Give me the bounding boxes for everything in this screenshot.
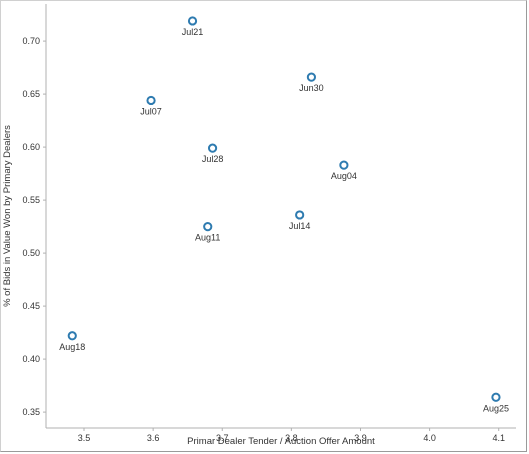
x-tick-label: 3.7	[216, 433, 229, 443]
data-point	[339, 160, 349, 170]
point-label: Jul07	[140, 106, 162, 116]
y-tick-label: 0.70	[22, 36, 40, 46]
x-tick-label: 3.6	[147, 433, 160, 443]
y-tick-label: 0.60	[22, 142, 40, 152]
data-point	[295, 210, 305, 220]
point-label: Jun30	[299, 83, 324, 93]
point-label: Aug11	[195, 233, 220, 243]
x-axis-title: Primar Dealer Tender / Auction Offer Amo…	[187, 436, 375, 447]
point-label: Aug18	[59, 342, 85, 352]
x-tick-label: 3.8	[285, 433, 298, 443]
y-axis-title: % of Bids in Value Won by Primary Dealer…	[2, 125, 13, 307]
y-tick-label: 0.40	[22, 354, 40, 364]
y-tick-label: 0.65	[22, 89, 40, 99]
x-tick-label: 4.1	[492, 433, 505, 443]
data-point	[203, 222, 213, 232]
y-tick-label: 0.35	[22, 407, 40, 417]
x-tick-label: 4.0	[423, 433, 436, 443]
point-label: Aug04	[331, 171, 357, 181]
data-point	[146, 95, 156, 106]
x-tick-label: 3.5	[78, 433, 91, 443]
data-point	[67, 331, 77, 341]
data-point	[187, 16, 198, 26]
data-points: Jul21 Jun30 Jul07 Jul28 Aug04 Jul14 Aug11 Aug18…	[59, 16, 509, 413]
x-axis-ticks: 3.5 3.6 3.7 3.8 3.9 4.0 4.1	[78, 428, 505, 443]
y-tick-label: 0.45	[22, 301, 40, 311]
data-point	[491, 392, 501, 402]
point-label: Jul21	[182, 27, 204, 37]
data-point	[207, 143, 218, 153]
data-point	[306, 72, 317, 82]
y-tick-label: 0.55	[22, 195, 40, 205]
point-label: Jul14	[289, 221, 311, 231]
x-tick-label: 3.9	[354, 433, 367, 443]
point-label: Jul28	[202, 154, 224, 164]
y-axis-ticks: 0.35 0.40 0.45 0.50 0.55 0.60 0.65 0.70	[22, 36, 46, 417]
point-label: Aug25	[483, 403, 509, 413]
y-tick-label: 0.50	[22, 248, 40, 258]
